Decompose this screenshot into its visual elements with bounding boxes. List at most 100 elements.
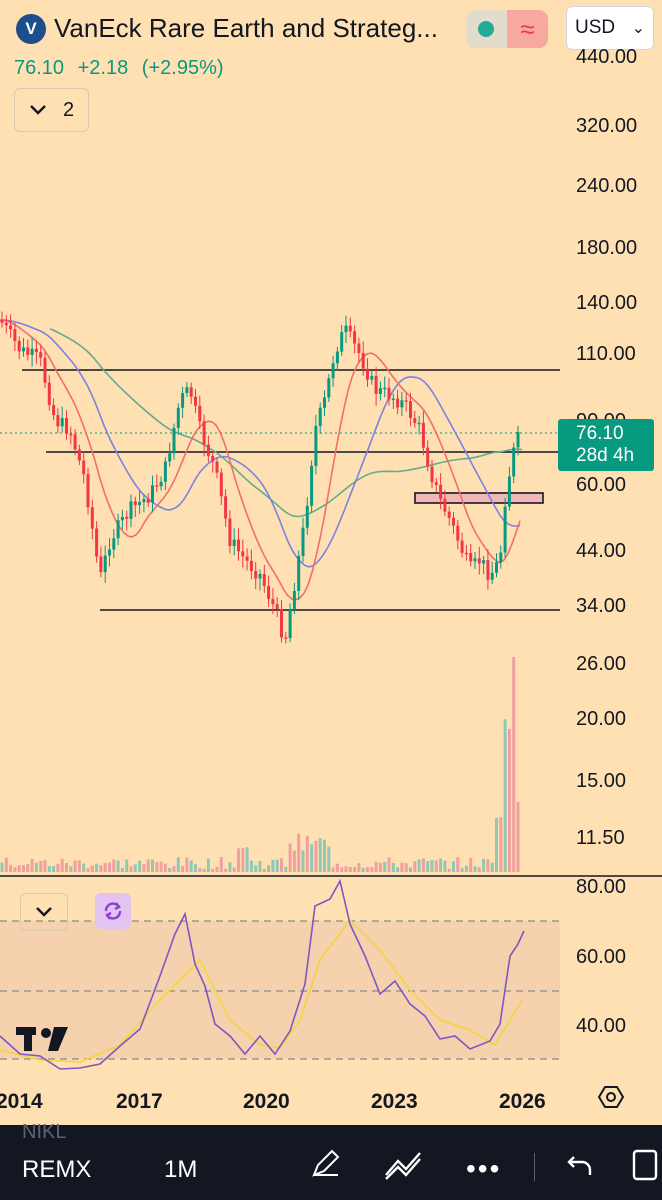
- chart-settings-button[interactable]: [597, 1084, 625, 1117]
- status-pill[interactable]: ≈: [466, 10, 548, 48]
- candle: [387, 387, 391, 400]
- candle: [206, 444, 210, 456]
- volume-bar: [0, 862, 4, 872]
- candle: [292, 590, 296, 610]
- symbol-button[interactable]: REMX: [22, 1156, 92, 1183]
- currency-select[interactable]: USD ⌄: [566, 6, 654, 50]
- price-axis-label: 11.50: [576, 827, 625, 849]
- candle: [447, 511, 451, 518]
- candle: [0, 320, 4, 323]
- candle: [409, 400, 412, 419]
- volume-bar: [469, 857, 473, 872]
- volume-bar: [189, 860, 193, 872]
- volume-bar: [271, 859, 275, 872]
- volume-bar: [43, 860, 47, 872]
- candle: [163, 461, 167, 482]
- volume-bar: [512, 657, 516, 872]
- volume-bar: [516, 802, 520, 872]
- candle: [452, 517, 455, 526]
- price-axis-label: 440.00: [576, 46, 638, 64]
- candle: [490, 572, 494, 580]
- price-axis-label: 20.00: [576, 708, 627, 730]
- volume-bar: [387, 857, 391, 872]
- candle: [194, 396, 197, 406]
- volume-bar: [503, 719, 507, 872]
- candle: [155, 485, 159, 487]
- volume-bar: [215, 866, 219, 872]
- chevron-down-icon: [36, 907, 52, 917]
- volume-bar: [495, 817, 498, 872]
- candle: [426, 447, 430, 467]
- candle: [275, 604, 279, 610]
- candle: [439, 484, 443, 499]
- ma-mid-line: [0, 319, 521, 568]
- more-icon[interactable]: •••: [466, 1153, 502, 1184]
- highlight-zone[interactable]: [414, 492, 544, 504]
- candle: [181, 393, 185, 408]
- candle: [215, 461, 219, 473]
- price-axis-label: 240.00: [576, 175, 638, 197]
- candle: [417, 422, 421, 425]
- price-axis-label: 60.00: [576, 474, 627, 496]
- volume-bar: [323, 839, 326, 872]
- candle: [56, 415, 60, 427]
- price-axis-label: 26.00: [576, 653, 627, 675]
- candle: [120, 516, 124, 521]
- candle: [73, 434, 77, 450]
- candle: [271, 599, 275, 605]
- chevron-down-icon: [30, 105, 46, 115]
- candle: [185, 387, 189, 394]
- volume-bar: [482, 858, 486, 872]
- volume-bar: [452, 861, 455, 872]
- candle: [254, 570, 258, 579]
- volume-bar: [340, 867, 344, 872]
- volume-bar: [262, 868, 266, 872]
- volume-bar: [417, 859, 421, 872]
- volume-bar: [327, 846, 331, 872]
- volume-bar: [90, 865, 94, 872]
- last-price-tag-value: 76.10: [576, 423, 624, 444]
- volume-bar: [86, 868, 90, 872]
- candle: [443, 498, 447, 512]
- volume-bar: [13, 867, 17, 872]
- volume-bar: [297, 833, 301, 872]
- candle: [310, 465, 314, 506]
- oscillator-refresh-button[interactable]: [95, 893, 131, 929]
- candle: [331, 363, 335, 379]
- draw-pen-icon[interactable]: [308, 1147, 342, 1181]
- candle: [297, 556, 301, 591]
- candle: [361, 353, 365, 369]
- candle: [237, 539, 240, 552]
- wave-icon: ≈: [507, 10, 548, 48]
- candle: [357, 343, 361, 354]
- candle: [301, 527, 305, 557]
- volume-bar: [301, 850, 305, 872]
- undo-icon[interactable]: [566, 1151, 594, 1179]
- candle: [228, 518, 232, 547]
- volume-bar: [120, 867, 124, 872]
- candle: [189, 387, 193, 397]
- candle: [318, 407, 322, 426]
- candle: [516, 431, 520, 448]
- volume-bar: [69, 866, 73, 872]
- volume-bar: [26, 864, 30, 872]
- volume-bar: [443, 860, 447, 872]
- chart-header: V VanEck Rare Earth and Strateg... ≈ USD…: [0, 0, 662, 90]
- candle: [486, 560, 490, 580]
- oscillator-collapse-button[interactable]: [20, 893, 68, 931]
- indicators-collapse-button[interactable]: 2: [14, 88, 89, 132]
- drawing-tools-icon[interactable]: [384, 1149, 424, 1181]
- time-axis-label: 2017: [116, 1090, 163, 1113]
- volume-bar: [344, 865, 348, 872]
- price-chart[interactable]: [0, 0, 662, 1090]
- interval-button[interactable]: 1M: [164, 1156, 198, 1183]
- volume-bar: [275, 859, 279, 872]
- volume-bar: [142, 864, 146, 872]
- volume-bar: [155, 861, 159, 872]
- layout-icon[interactable]: [630, 1149, 662, 1181]
- volume-bar: [370, 867, 374, 872]
- volume-bar: [176, 857, 180, 872]
- candle: [168, 453, 172, 462]
- volume-bar: [116, 860, 120, 872]
- candle: [159, 481, 163, 487]
